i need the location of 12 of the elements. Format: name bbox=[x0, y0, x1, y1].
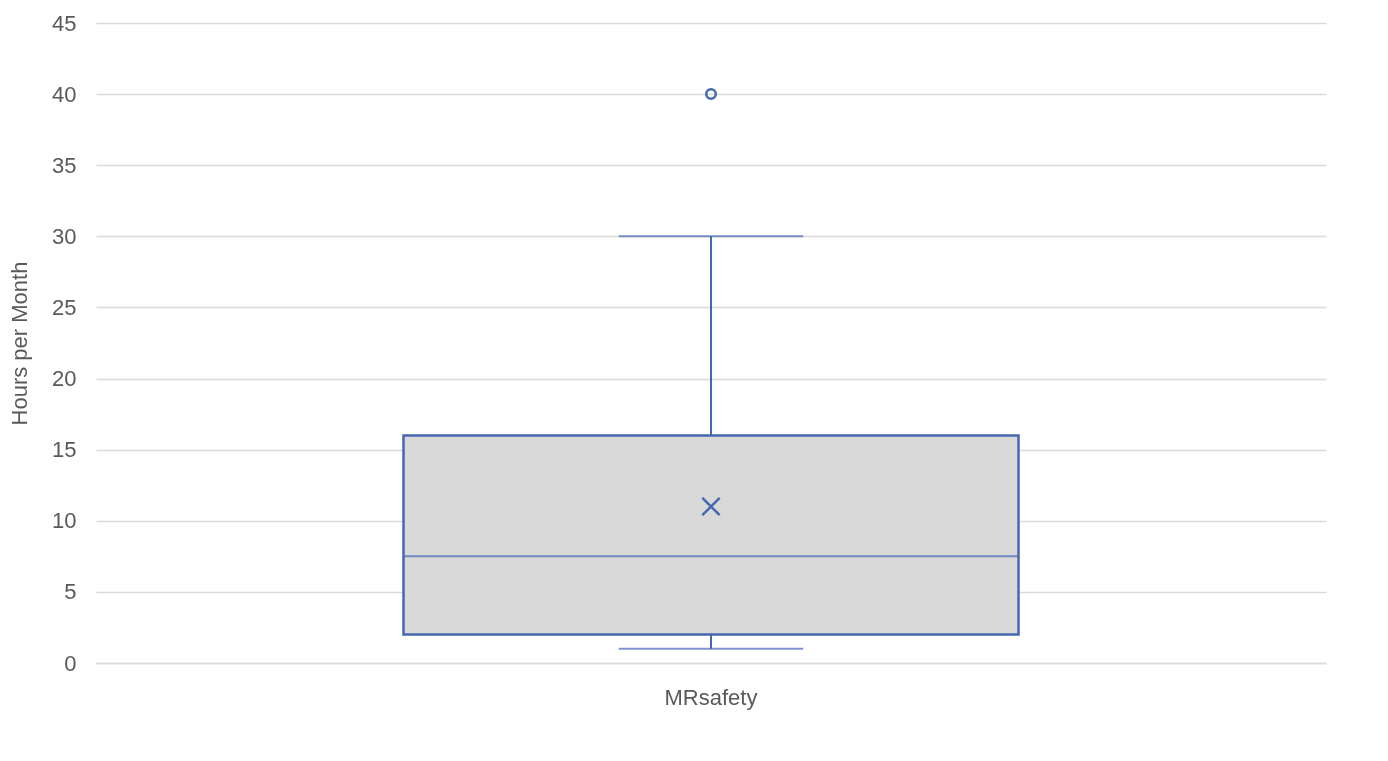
y-tick-label: 0 bbox=[64, 650, 77, 676]
y-tick-label: 45 bbox=[52, 10, 77, 36]
y-tick-label: 30 bbox=[52, 223, 77, 249]
y-axis-title: Hours per Month bbox=[7, 261, 33, 426]
y-tick-label: 15 bbox=[52, 437, 77, 463]
y-tick-label: 10 bbox=[52, 508, 77, 534]
y-tick-label: 20 bbox=[52, 366, 77, 392]
y-tick-label: 5 bbox=[64, 579, 77, 605]
x-tick-label: MRsafety bbox=[664, 684, 758, 710]
y-tick-label: 35 bbox=[52, 152, 77, 178]
y-tick-label: 40 bbox=[52, 81, 77, 107]
y-tick-label: 25 bbox=[52, 294, 77, 320]
